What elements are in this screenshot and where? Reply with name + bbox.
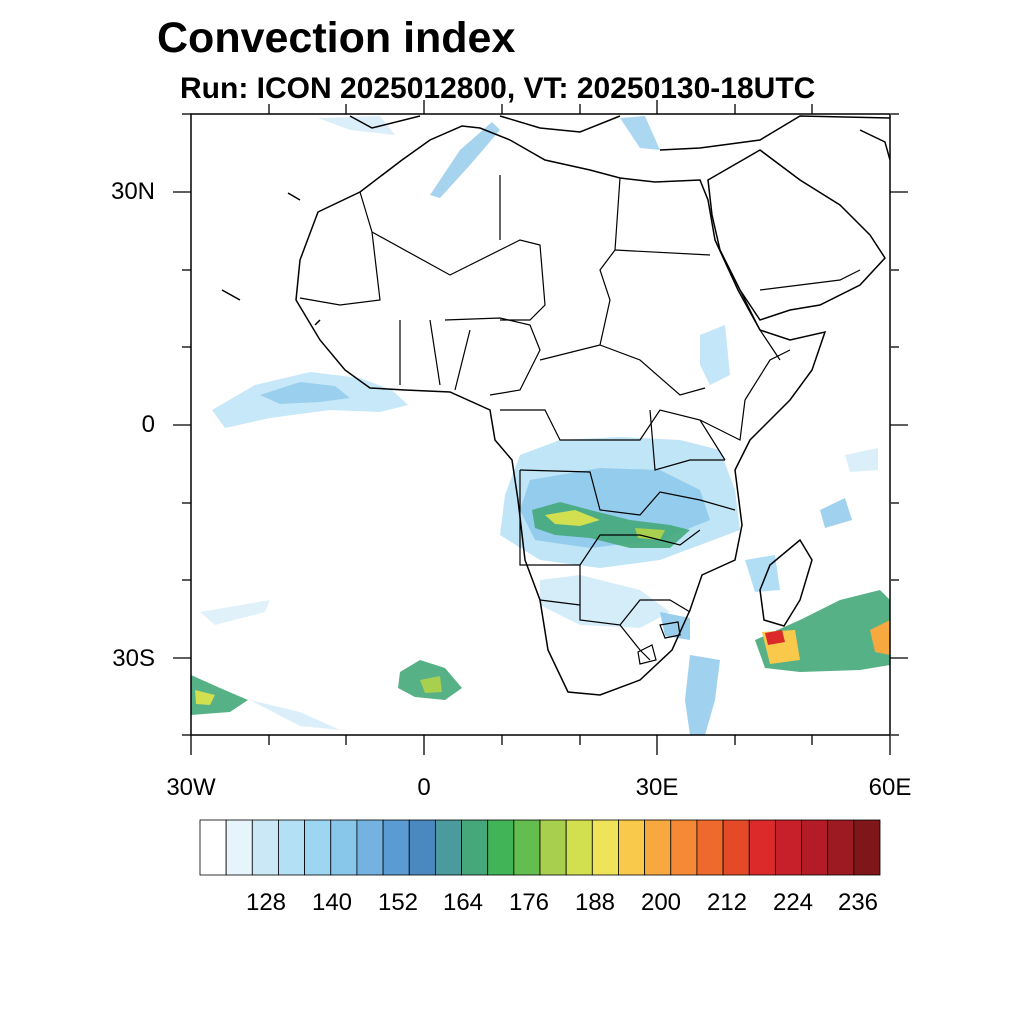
field-mozambique-channel: [685, 655, 720, 735]
colorbar-box: [487, 819, 515, 876]
colorbar-box: [251, 819, 279, 876]
lon-label-60e: 60E: [868, 774, 912, 801]
field-namibia-botswana: [540, 575, 670, 628]
map-subtitle: Run: ICON 2025012800, VT: 20250130-18UTC: [180, 72, 816, 105]
colorbar-label: 152: [377, 889, 419, 916]
colorbar-box: [330, 819, 358, 876]
colorbar-box: [539, 819, 567, 876]
colorbar-label: 224: [772, 889, 814, 916]
coastlines: [221, 115, 890, 696]
colorbar-box: [356, 819, 384, 876]
africa-coastline: [295, 125, 827, 696]
colorbar-box: [278, 819, 306, 876]
colorbar-box: [591, 819, 619, 876]
colorbar-box: [801, 819, 829, 876]
colorbar-box: [827, 819, 855, 876]
colorbar-box: [199, 819, 227, 876]
convection-field: [191, 116, 890, 735]
colorbar-box: [644, 819, 672, 876]
colorbar-box: [748, 819, 776, 876]
lon-label-0: 0: [417, 774, 431, 801]
colorbar-box: [382, 819, 410, 876]
lat-label-30n: 30N: [110, 178, 155, 205]
colorbar-label: 212: [706, 889, 748, 916]
colorbar-box: [618, 819, 646, 876]
lat-label-0: 0: [141, 411, 155, 438]
lat-label-30s: 30S: [112, 645, 155, 672]
colorbar-label: 236: [837, 889, 879, 916]
lon-label-30w: 30W: [166, 774, 216, 801]
colorbar-box: [225, 819, 253, 876]
field-north-africa: [430, 122, 500, 198]
colorbar-box: [513, 819, 541, 876]
colorbar-box: [722, 819, 750, 876]
madagascar-coastline: [759, 538, 813, 627]
colorbar-box: [304, 819, 332, 876]
axis-ticks: [173, 100, 908, 755]
colorbar-label: 164: [442, 889, 484, 916]
colorbar-box: [434, 819, 462, 876]
colorbar-label: 128: [245, 889, 287, 916]
colorbar-label: 200: [640, 889, 682, 916]
colorbar-box: [670, 819, 698, 876]
europe-coastline: [349, 115, 890, 151]
field-ethiopia: [700, 325, 730, 385]
colorbar-label: 176: [508, 889, 550, 916]
arabia-coastline: [707, 149, 886, 321]
country-borders: [299, 175, 861, 665]
map-title: Convection index: [157, 14, 516, 62]
colorbar-box: [774, 819, 802, 876]
lon-label-30e: 30E: [635, 774, 679, 801]
colorbar: [199, 819, 881, 876]
colorbar-box: [696, 819, 724, 876]
colorbar-box: [461, 819, 489, 876]
field-southwest-corner: [191, 675, 248, 715]
colorbar-box: [565, 819, 593, 876]
colorbar-box: [853, 819, 881, 876]
colorbar-label: 188: [574, 889, 616, 916]
colorbar-label: 140: [311, 889, 353, 916]
colorbar-box: [408, 819, 436, 876]
